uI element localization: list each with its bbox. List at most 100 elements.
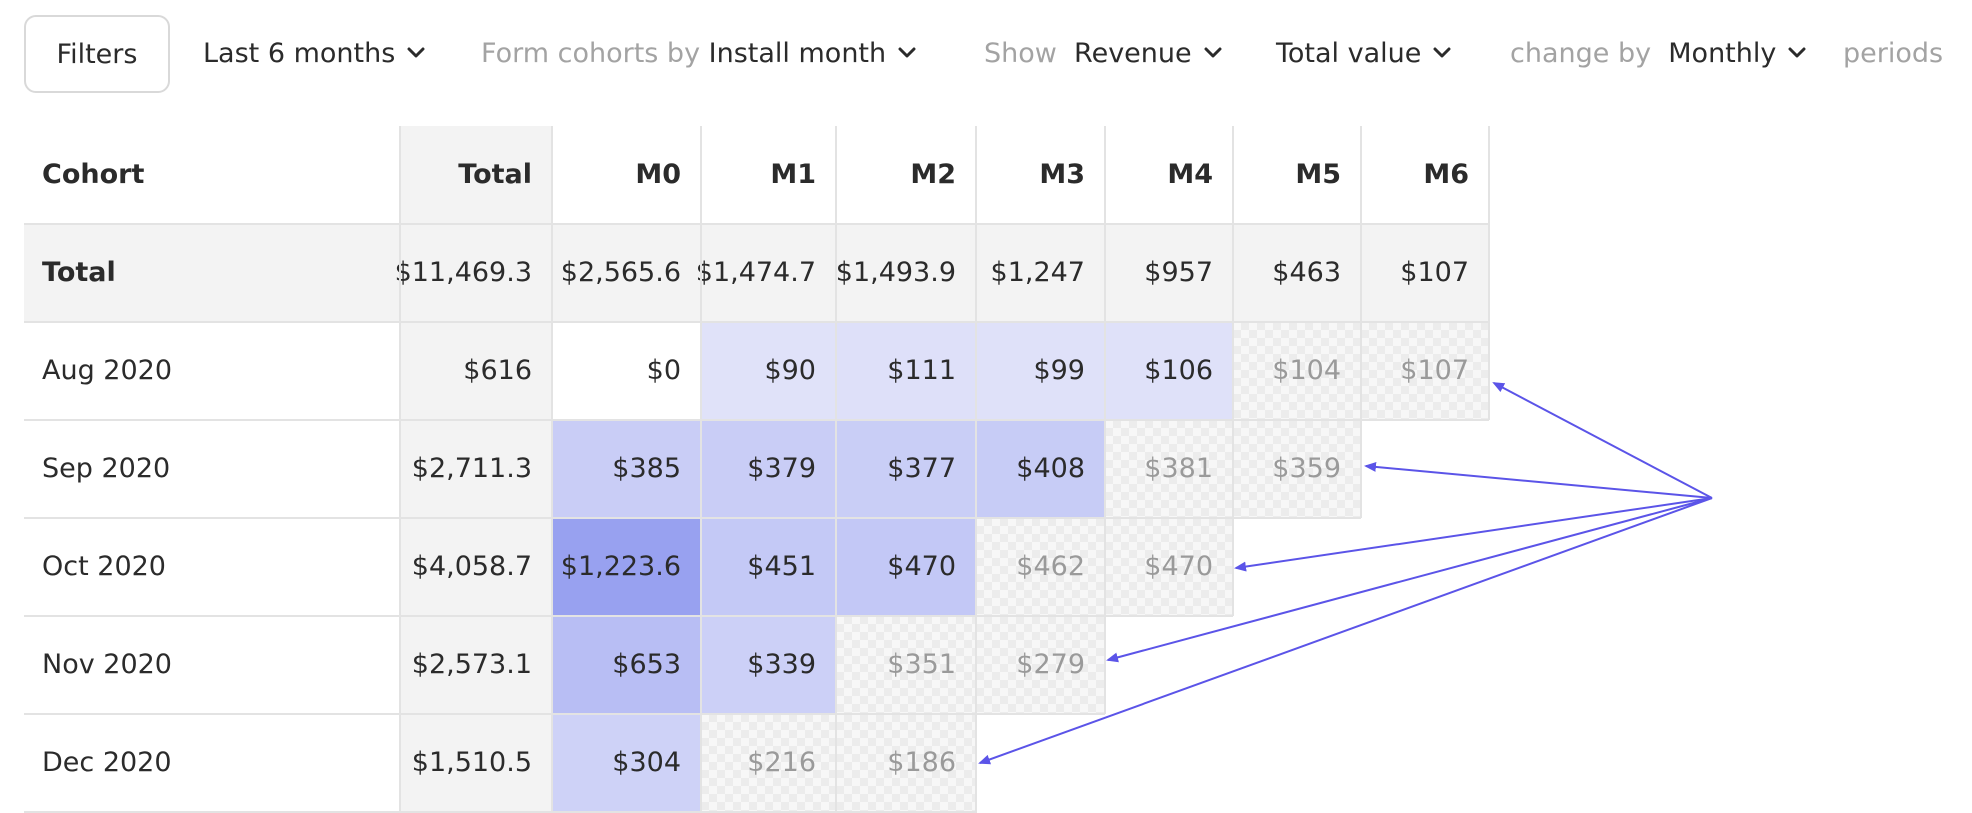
cell-value: $463 [1272,257,1341,288]
cell-value: $1,223.6 [560,551,681,582]
cell-value: $186 [887,747,956,778]
column-divider [1488,126,1490,420]
projected-cell-nov-2020-m3: $279 [976,616,1105,714]
cell-value: $359 [1272,453,1341,484]
header-label: Total [458,159,532,190]
cohort-grouping-value: Install month [708,38,887,69]
projected-cell-oct-2020-m4: $470 [1105,518,1233,616]
cohort-grouping-prefix: Form cohorts by [481,38,701,69]
cohort-total-nov-2020: $2,573.1 [400,616,552,714]
cohort-label-nov-2020: Nov 2020 [24,616,400,714]
row-divider [24,223,1489,225]
total-row-total: $11,469.3 [395,224,552,322]
column-divider [1360,126,1362,518]
filters-button[interactable]: Filters [24,15,170,93]
cell-value: $104 [1272,355,1341,386]
cohort-cell-sep-2020-m2: $377 [836,420,976,518]
cell-value: $216 [747,747,816,778]
column-divider [1232,126,1234,616]
header-label: M6 [1423,159,1469,190]
cohort-label-aug-2020: Aug 2020 [24,322,400,420]
period-control[interactable]: change by Monthly [1510,34,1806,74]
cell-value: $279 [1016,649,1085,680]
column-divider [975,126,977,812]
cohort-cell-aug-2020-m1: $90 [701,322,836,420]
arrow-aug-2020 [1492,382,1713,499]
total-row-m6: $107 [1361,224,1489,322]
cohort-cell-aug-2020-m0: $0 [552,322,701,420]
total-row-m2: $1,493.9 [836,224,976,322]
header-label: M5 [1295,159,1341,190]
projected-cell-sep-2020-m5: $359 [1233,420,1361,518]
projected-cell-aug-2020-m6: $107 [1361,322,1489,420]
chevron-down-icon [1204,47,1222,57]
period-suffix: periods [1843,38,1944,69]
row-divider [24,419,1489,421]
cell-value: $1,474.7 [695,257,816,288]
header-m5: M5 [1233,126,1361,224]
header-label: Cohort [42,159,145,190]
chevron-down-icon [898,47,916,57]
metric-control[interactable]: Show Revenue [984,34,1222,74]
cohort-cell-sep-2020-m1: $379 [701,420,836,518]
header-label: M1 [770,159,816,190]
header-m0: M0 [552,126,701,224]
row-label: Sep 2020 [42,453,171,484]
total-row-label: Total [24,224,400,322]
row-divider [24,713,1105,715]
cell-value: $351 [887,649,956,680]
cell-value: $4,058.7 [411,551,532,582]
cell-value: $1,493.9 [835,257,956,288]
row-divider [24,517,1361,519]
projected-cell-dec-2020-m2: $186 [836,714,976,812]
cell-value: $379 [747,453,816,484]
aggregation-value: Total value [1276,38,1422,69]
cell-value: $451 [747,551,816,582]
cohort-grouping-control[interactable]: Form cohorts by Install month [481,34,916,74]
total-row-m4: $957 [1105,224,1233,322]
total-row-m0: $2,565.6 [552,224,701,322]
cell-value: $2,573.1 [411,649,532,680]
cohort-cell-aug-2020-m4: $106 [1105,322,1233,420]
cell-value: $377 [887,453,956,484]
column-divider [1104,126,1106,714]
row-divider [24,321,1489,323]
cell-value: $616 [463,355,532,386]
column-divider [551,126,553,812]
chevron-down-icon [1433,47,1451,57]
filters-button-label: Filters [56,38,138,70]
cell-value: $107 [1400,355,1469,386]
date-range-dropdown[interactable]: Last 6 months [203,34,425,74]
cohort-total-sep-2020: $2,711.3 [400,420,552,518]
chevron-down-icon [407,47,425,57]
cohort-cell-aug-2020-m3: $99 [976,322,1105,420]
projected-cell-aug-2020-m5: $104 [1233,322,1361,420]
header-m6: M6 [1361,126,1489,224]
cohort-cell-sep-2020-m3: $408 [976,420,1105,518]
cell-value: $2,711.3 [411,453,532,484]
cell-value: $106 [1144,355,1213,386]
header-m2: M2 [836,126,976,224]
row-label: Oct 2020 [42,551,166,582]
header-label: M2 [910,159,956,190]
aggregation-dropdown[interactable]: Total value [1276,34,1451,74]
projected-cell-nov-2020-m2: $351 [836,616,976,714]
cell-value: $1,247 [990,257,1085,288]
projected-cell-sep-2020-m4: $381 [1105,420,1233,518]
cell-value: $653 [612,649,681,680]
cohort-label-oct-2020: Oct 2020 [24,518,400,616]
cohort-cell-nov-2020-m1: $339 [701,616,836,714]
header-cohort: Cohort [24,126,400,224]
arrow-sep-2020 [1364,461,1713,499]
cell-value: $90 [764,355,816,386]
cell-value: $385 [612,453,681,484]
cohort-total-aug-2020: $616 [400,322,552,420]
cohort-cell-oct-2020-m1: $451 [701,518,836,616]
projected-cell-dec-2020-m1: $216 [701,714,836,812]
cohort-total-dec-2020: $1,510.5 [400,714,552,812]
cell-value: $304 [612,747,681,778]
cohort-cell-sep-2020-m0: $385 [552,420,701,518]
total-row-m5: $463 [1233,224,1361,322]
row-label: Total [42,257,116,288]
cell-value: $408 [1016,453,1085,484]
